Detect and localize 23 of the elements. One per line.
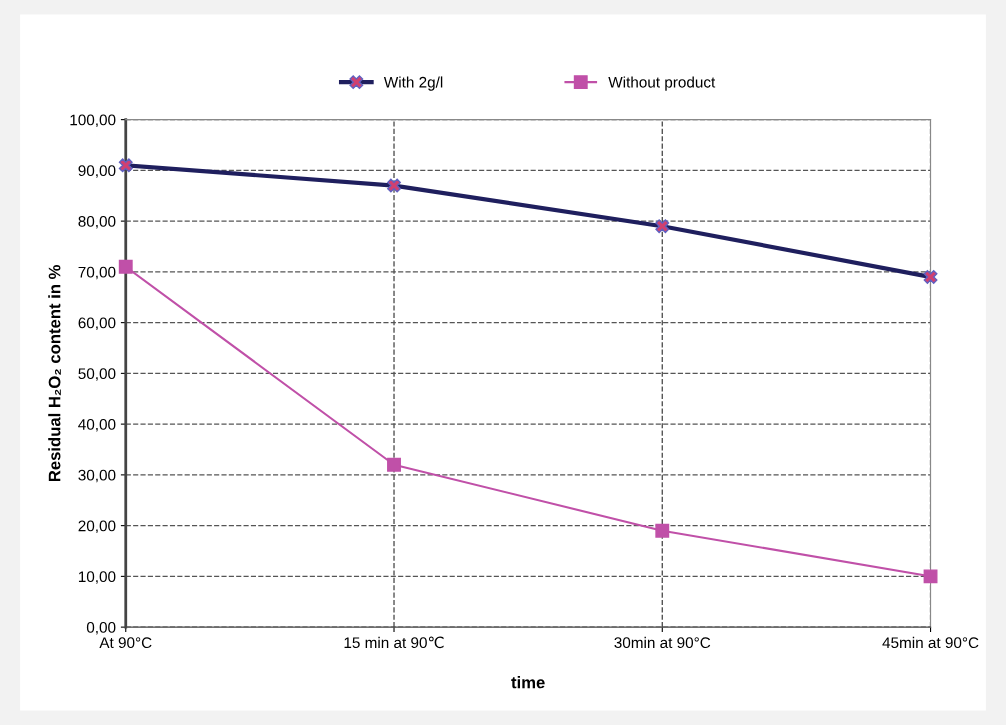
y-tick-label: 80,00 <box>78 215 116 229</box>
y-tick-label: 10,00 <box>78 571 116 584</box>
y-tick-label: 30,00 <box>78 469 116 483</box>
x-axis-title: time <box>511 676 545 689</box>
point <box>923 569 938 584</box>
y-tick-label: 40,00 <box>78 418 116 432</box>
legend-label: Without product <box>608 76 716 91</box>
y-tick-label: 20,00 <box>78 520 116 534</box>
y-tick-label: 100,00 <box>70 114 116 128</box>
x-tick-label: 30min at 90°C <box>614 636 711 649</box>
point <box>655 523 670 538</box>
y-tick-label: 70,00 <box>78 266 116 280</box>
y-tick-label: 50,00 <box>78 368 116 381</box>
x-tick-label: At 90°C <box>99 637 152 649</box>
legend-label: With 2g/l <box>383 76 443 91</box>
point <box>387 457 401 472</box>
y-tick-label: 60,00 <box>78 317 116 331</box>
point <box>118 259 133 274</box>
y-axis-title: Residual H₂O₂ content in % <box>48 265 61 482</box>
y-tick-label: 90,00 <box>78 165 116 178</box>
y-tick-label: 0,00 <box>86 621 116 635</box>
x-tick-label: 45min at 90°C <box>882 636 979 649</box>
x-tick-label: 15 min at 90℃ <box>344 636 444 649</box>
